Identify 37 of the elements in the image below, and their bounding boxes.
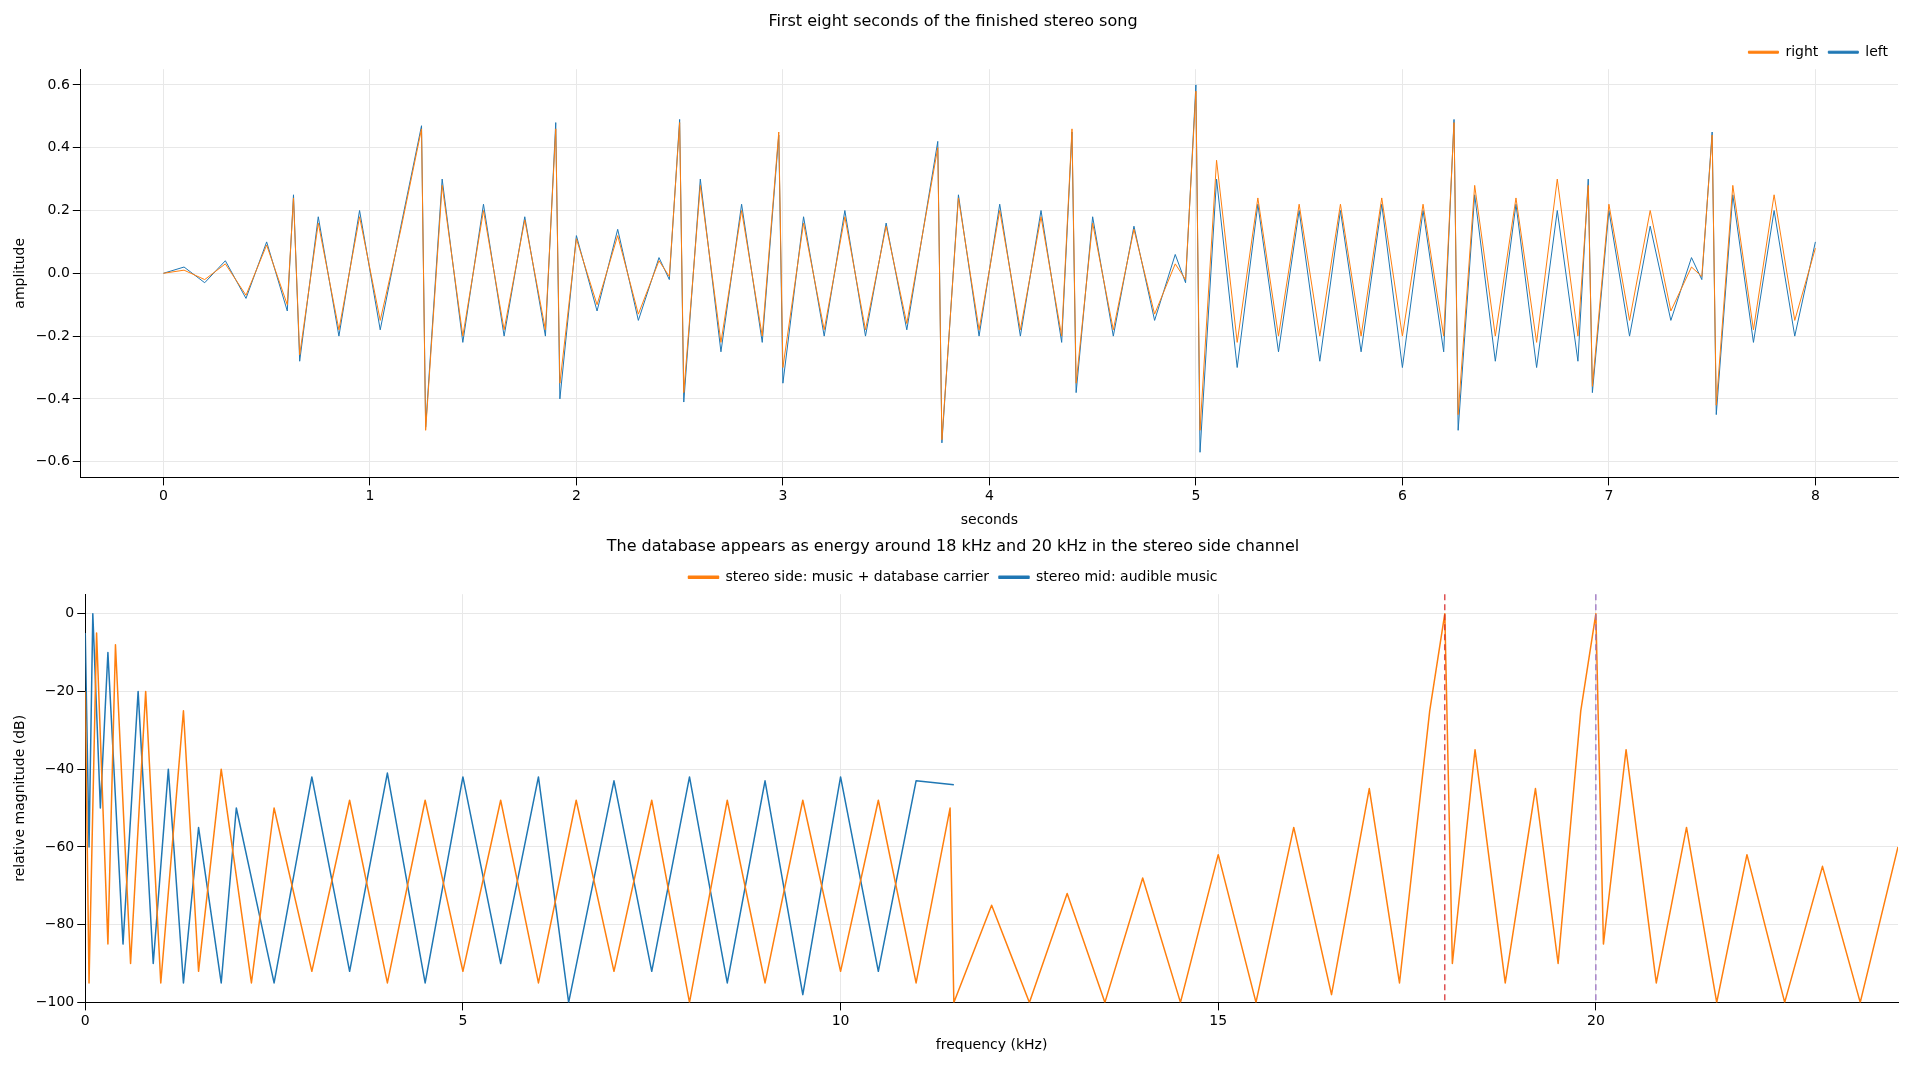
y-tick-label: −0.2 — [35, 326, 70, 343]
x-tick-label: 8 — [1810, 487, 1820, 504]
x-tick-label: 10 — [831, 1012, 850, 1029]
chart-title: First eight seconds of the finished stereo song — [768, 10, 1138, 30]
chart-title: The database appears as energy around 18 kHz and 20 kHz in the stereo side channel — [605, 535, 1300, 555]
x-tick-label: 0 — [158, 487, 168, 504]
x-tick-label: 1 — [365, 487, 375, 504]
x-tick-label: 15 — [1209, 1012, 1228, 1029]
x-tick-label: 7 — [1604, 487, 1614, 504]
x-tick-label: 5 — [458, 1012, 468, 1029]
x-axis-title: seconds — [960, 511, 1019, 528]
y-tick-label: 0 — [65, 604, 75, 621]
legend-label: stereo mid: audible music — [1036, 567, 1218, 584]
x-tick-label: 4 — [984, 487, 994, 504]
x-tick-label: 0 — [80, 1012, 90, 1029]
y-tick-label: −80 — [44, 915, 75, 932]
y-axis-title: amplitude — [11, 237, 28, 309]
y-tick-label: −0.6 — [35, 452, 70, 469]
y-tick-label: 0.6 — [47, 75, 70, 92]
x-tick-label: 3 — [778, 487, 788, 504]
y-tick-label: 0.4 — [47, 138, 70, 155]
legend-label: right — [1785, 42, 1819, 59]
y-tick-label: −40 — [44, 759, 75, 776]
y-tick-label: −100 — [35, 993, 75, 1010]
y-tick-label: −60 — [44, 837, 75, 854]
x-tick-label: 2 — [571, 487, 581, 504]
x-tick-label: 5 — [1191, 487, 1201, 504]
legend-label: stereo side: music + database carrier — [725, 567, 990, 584]
x-tick-label: 20 — [1586, 1012, 1605, 1029]
legend-label: left — [1865, 42, 1889, 59]
y-tick-label: −20 — [44, 682, 75, 699]
x-tick-label: 6 — [1397, 487, 1407, 504]
x-axis-title: frequency (kHz) — [935, 1036, 1048, 1053]
y-tick-label: −0.4 — [35, 389, 70, 406]
y-axis-title: relative magnitude (dB) — [11, 714, 28, 882]
y-tick-label: 0.2 — [47, 201, 70, 218]
y-tick-label: 0.0 — [47, 263, 70, 280]
